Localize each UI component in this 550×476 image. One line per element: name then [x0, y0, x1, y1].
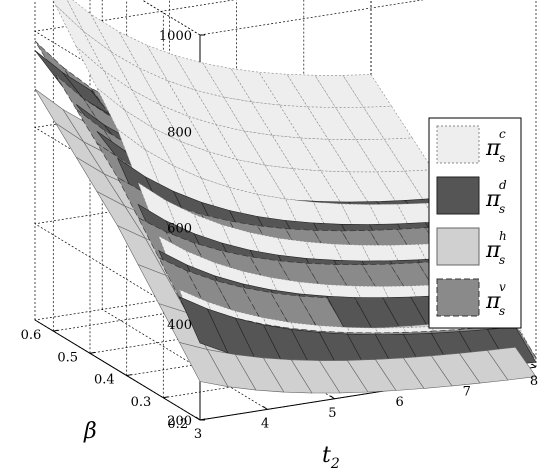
- legend-label-superscript: h: [499, 229, 507, 243]
- tick-labels: 3 4 5 6 7 8 0.2 0.3 0.4 0.5 0.6 200 400 600 800 1000: [21, 29, 538, 442]
- y-tick-label: 0.3: [131, 395, 152, 410]
- surface-patch-h: [486, 346, 537, 381]
- z-tick-label: 1000: [159, 29, 192, 44]
- box-top-edge: [199, 0, 425, 36]
- surface-patch-c: [292, 168, 343, 205]
- y-tick-mark: [89, 351, 96, 354]
- x-axis-title: t2: [322, 443, 340, 472]
- y-tick-mark: [53, 329, 59, 332]
- surface-patch-c: [363, 105, 413, 140]
- surface-patch-c: [230, 68, 281, 106]
- surface-patch-c: [320, 170, 371, 205]
- legend-swatch: [436, 227, 480, 266]
- y-tick-label: 0.2: [167, 417, 188, 432]
- grid-line: [102, 309, 268, 410]
- surface-patch-d: [34, 50, 84, 100]
- x-tick-label: 5: [328, 406, 336, 421]
- legend-label-subscript: s: [499, 151, 505, 165]
- z-tick-label: 200: [167, 414, 192, 429]
- legend-label-subscript: s: [499, 304, 505, 318]
- surface-patch-c: [180, 141, 231, 189]
- x-tick-mark: [330, 395, 335, 400]
- surface-patch-c: [286, 73, 337, 108]
- surface-patch-c: [307, 106, 357, 141]
- y-tick-mark: [163, 396, 169, 399]
- surface-patch-c: [327, 139, 378, 173]
- legend-label: π: [485, 136, 501, 161]
- surface-patch-c: [376, 170, 427, 205]
- surface-patch-c: [243, 130, 294, 170]
- x-tick-label: 4: [261, 416, 269, 431]
- legend-label-superscript: c: [499, 127, 506, 141]
- grid-line: [126, 322, 463, 376]
- z-tick-label: 400: [167, 318, 192, 333]
- legend-swatch: [436, 278, 480, 317]
- x-tick-label: 7: [463, 385, 471, 400]
- x-tick-mark: [531, 363, 537, 368]
- surface-patch-c: [271, 134, 322, 172]
- surface-patch-c: [314, 75, 365, 108]
- grid-line: [53, 277, 390, 332]
- surface-patch-c: [264, 164, 315, 203]
- legend-label-subscript: s: [499, 202, 505, 216]
- surface-patch-c: [299, 137, 350, 173]
- grid-line: [163, 344, 500, 399]
- surface-patch-c: [342, 74, 393, 108]
- surface-patch-c: [348, 171, 399, 205]
- x-tick-mark: [262, 405, 268, 410]
- y-axis-title: β: [83, 419, 97, 444]
- z-tick-label: 600: [167, 222, 192, 237]
- surface-patch-c: [223, 96, 273, 136]
- legend-label: π: [485, 289, 501, 314]
- legend-label-superscript: d: [499, 178, 507, 192]
- legend-label: π: [485, 187, 501, 212]
- legend-label-superscript: v: [499, 280, 506, 294]
- x-tick-label: 3: [194, 427, 202, 442]
- surface-patch-c: [383, 137, 434, 172]
- legend-label: π: [485, 238, 501, 263]
- legend-swatch: [436, 176, 480, 215]
- surface-patch-c: [159, 104, 210, 153]
- surface-patch-c: [251, 101, 301, 139]
- surface-patch-c: [96, 87, 146, 151]
- z-tick-label: 800: [167, 125, 192, 140]
- x-tick-label: 8: [530, 374, 538, 389]
- y-tick-label: 0.5: [57, 350, 78, 365]
- surface-patch-c: [258, 71, 309, 108]
- x-tick-label: 6: [395, 395, 403, 410]
- surface-patch-c: [202, 62, 253, 103]
- grid-line: [89, 299, 427, 354]
- surface-patch-c: [279, 104, 329, 140]
- y-tick-mark: [126, 374, 132, 377]
- surface-patch-c: [66, 0, 112, 53]
- y-tick-label: 0.6: [21, 328, 42, 343]
- surfaces: [34, 0, 537, 394]
- legend-swatch: [436, 125, 480, 164]
- y-axis-line: [34, 319, 201, 421]
- surface-patch-c: [335, 106, 385, 141]
- legend-label-subscript: s: [499, 253, 505, 267]
- y-tick-label: 0.4: [94, 373, 115, 388]
- surface-patch-c: [355, 138, 406, 173]
- x-tick-mark: [195, 416, 201, 421]
